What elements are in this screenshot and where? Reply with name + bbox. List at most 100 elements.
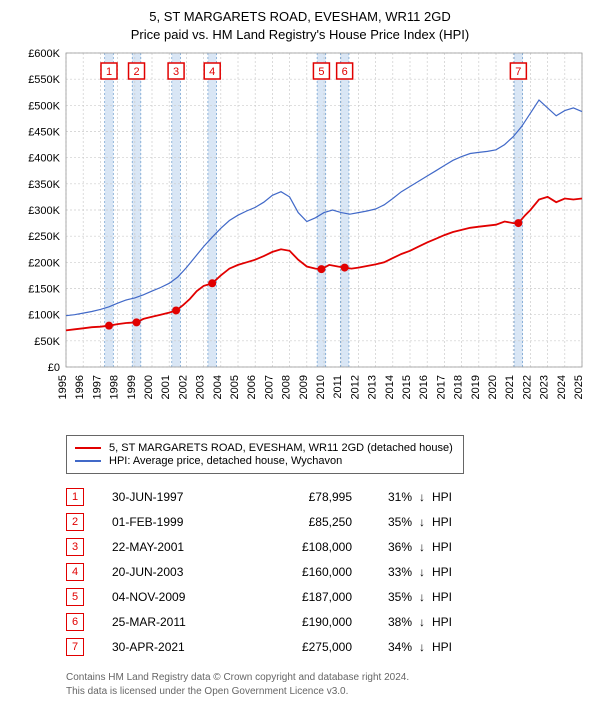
svg-text:2022: 2022 [521, 375, 533, 399]
tx-number-box: 5 [66, 588, 84, 606]
table-row: 3 22-MAY-2001£108,00036%↓HPI [66, 534, 590, 559]
tx-price: £190,000 [252, 615, 352, 629]
svg-text:4: 4 [209, 66, 215, 78]
legend-label: 5, ST MARGARETS ROAD, EVESHAM, WR11 2GD … [109, 442, 453, 454]
footer-line2: This data is licensed under the Open Gov… [66, 685, 590, 699]
tx-price: £78,995 [252, 490, 352, 504]
svg-text:2023: 2023 [539, 375, 551, 399]
svg-text:2016: 2016 [418, 375, 430, 399]
table-row: 5 04-NOV-2009£187,00035%↓HPI [66, 584, 590, 609]
chart-container: 5, ST MARGARETS ROAD, EVESHAM, WR11 2GD … [0, 0, 600, 704]
tx-pct: 31% [352, 490, 412, 504]
down-arrow-icon: ↓ [412, 565, 432, 579]
svg-text:£600K: £600K [28, 48, 60, 60]
tx-number-box: 6 [66, 613, 84, 631]
svg-text:2019: 2019 [470, 375, 482, 399]
tx-number-box: 4 [66, 563, 84, 581]
svg-text:1997: 1997 [91, 375, 103, 399]
legend-box: 5, ST MARGARETS ROAD, EVESHAM, WR11 2GD … [66, 435, 464, 474]
svg-text:2002: 2002 [177, 375, 189, 399]
tx-number-box: 3 [66, 538, 84, 556]
svg-text:6: 6 [342, 66, 348, 78]
tx-suffix: HPI [432, 540, 472, 554]
tx-pct: 38% [352, 615, 412, 629]
svg-text:2009: 2009 [298, 375, 310, 399]
svg-text:£250K: £250K [28, 231, 60, 243]
svg-text:£550K: £550K [28, 74, 60, 86]
svg-text:1995: 1995 [57, 375, 69, 399]
svg-text:2006: 2006 [246, 375, 258, 399]
tx-date: 20-JUN-2003 [112, 565, 252, 579]
svg-text:2020: 2020 [487, 375, 499, 399]
svg-text:2: 2 [133, 66, 139, 78]
tx-number-box: 1 [66, 488, 84, 506]
svg-text:2021: 2021 [504, 375, 516, 399]
tx-suffix: HPI [432, 615, 472, 629]
svg-text:£200K: £200K [28, 257, 60, 269]
tx-date: 30-JUN-1997 [112, 490, 252, 504]
svg-text:3: 3 [173, 66, 179, 78]
table-row: 130-JUN-1997£78,99531%↓HPI [66, 484, 590, 509]
svg-text:2001: 2001 [160, 375, 172, 399]
tx-price: £160,000 [252, 565, 352, 579]
svg-text:2025: 2025 [573, 375, 585, 399]
tx-suffix: HPI [432, 565, 472, 579]
svg-text:1996: 1996 [74, 375, 86, 399]
svg-text:2007: 2007 [263, 375, 275, 399]
table-row: 4 20-JUN-2003£160,00033%↓HPI [66, 559, 590, 584]
down-arrow-icon: ↓ [412, 540, 432, 554]
svg-text:2003: 2003 [195, 375, 207, 399]
svg-text:2011: 2011 [332, 375, 344, 399]
tx-suffix: HPI [432, 490, 472, 504]
title-line1: 5, ST MARGARETS ROAD, EVESHAM, WR11 2GD [10, 8, 590, 26]
tx-date: 22-MAY-2001 [112, 540, 252, 554]
chart-plot-area: £0£50K£100K£150K£200K£250K£300K£350K£400… [10, 47, 590, 427]
svg-text:£300K: £300K [28, 205, 60, 217]
svg-text:2017: 2017 [435, 375, 447, 399]
tx-pct: 33% [352, 565, 412, 579]
transactions-table: 130-JUN-1997£78,99531%↓HPI201-FEB-1999£8… [66, 484, 590, 659]
svg-text:2000: 2000 [143, 375, 155, 399]
svg-text:1999: 1999 [126, 375, 138, 399]
svg-text:2018: 2018 [453, 375, 465, 399]
title-line2: Price paid vs. HM Land Registry's House … [10, 26, 590, 44]
svg-text:5: 5 [318, 66, 324, 78]
svg-text:£150K: £150K [28, 284, 60, 296]
legend-swatch [75, 447, 101, 449]
tx-date: 30-APR-2021 [112, 640, 252, 654]
svg-text:7: 7 [515, 66, 521, 78]
tx-suffix: HPI [432, 590, 472, 604]
down-arrow-icon: ↓ [412, 615, 432, 629]
svg-text:2005: 2005 [229, 375, 241, 399]
legend-row: HPI: Average price, detached house, Wych… [75, 455, 455, 467]
svg-text:2014: 2014 [384, 375, 396, 399]
tx-price: £108,000 [252, 540, 352, 554]
svg-text:2012: 2012 [349, 375, 361, 399]
table-row: 201-FEB-1999£85,25035%↓HPI [66, 509, 590, 534]
svg-text:1: 1 [106, 66, 112, 78]
svg-text:2010: 2010 [315, 375, 327, 399]
svg-text:2015: 2015 [401, 375, 413, 399]
tx-pct: 35% [352, 515, 412, 529]
tx-pct: 35% [352, 590, 412, 604]
svg-text:2024: 2024 [556, 375, 568, 399]
svg-text:2013: 2013 [367, 375, 379, 399]
svg-text:1998: 1998 [109, 375, 121, 399]
legend-label: HPI: Average price, detached house, Wych… [109, 455, 342, 467]
svg-text:£400K: £400K [28, 153, 60, 165]
tx-number-box: 2 [66, 513, 84, 531]
down-arrow-icon: ↓ [412, 590, 432, 604]
tx-pct: 36% [352, 540, 412, 554]
svg-text:£100K: £100K [28, 310, 60, 322]
tx-pct: 34% [352, 640, 412, 654]
legend-row: 5, ST MARGARETS ROAD, EVESHAM, WR11 2GD … [75, 442, 455, 454]
svg-text:2008: 2008 [281, 375, 293, 399]
tx-number-box: 7 [66, 638, 84, 656]
tx-date: 01-FEB-1999 [112, 515, 252, 529]
svg-text:£350K: £350K [28, 179, 60, 191]
tx-price: £85,250 [252, 515, 352, 529]
table-row: 625-MAR-2011£190,00038%↓HPI [66, 609, 590, 634]
tx-price: £187,000 [252, 590, 352, 604]
tx-date: 04-NOV-2009 [112, 590, 252, 604]
down-arrow-icon: ↓ [412, 640, 432, 654]
